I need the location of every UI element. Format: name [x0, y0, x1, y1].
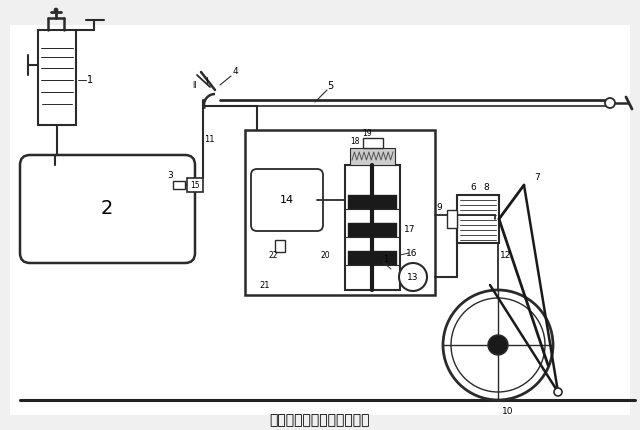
Bar: [457, 195, 499, 243]
Bar: [348, 195, 397, 209]
Text: 16: 16: [406, 249, 418, 258]
Bar: [38, 30, 76, 125]
Bar: [447, 210, 457, 228]
Bar: [350, 148, 395, 165]
Circle shape: [54, 8, 58, 12]
Circle shape: [554, 388, 562, 396]
Text: 1: 1: [87, 75, 93, 85]
FancyBboxPatch shape: [20, 155, 195, 263]
Text: 7: 7: [534, 172, 540, 181]
Circle shape: [451, 298, 545, 392]
Circle shape: [443, 290, 553, 400]
Text: 5: 5: [327, 81, 333, 91]
Circle shape: [399, 263, 427, 291]
Bar: [348, 223, 397, 237]
Text: 1: 1: [383, 255, 388, 264]
Bar: [275, 240, 285, 252]
Text: I: I: [205, 77, 207, 86]
Bar: [363, 138, 383, 148]
FancyBboxPatch shape: [251, 169, 323, 231]
Circle shape: [488, 335, 508, 355]
Text: II: II: [193, 80, 197, 89]
Text: 直通自动空气制动机原理图: 直通自动空气制动机原理图: [269, 413, 371, 427]
Bar: [187, 178, 203, 192]
Text: 3: 3: [167, 172, 173, 181]
Text: 6: 6: [470, 182, 476, 191]
Text: 21: 21: [260, 280, 270, 289]
Bar: [348, 251, 397, 265]
Bar: [345, 165, 400, 290]
Text: 13: 13: [407, 273, 419, 282]
Text: 2: 2: [101, 200, 113, 218]
Text: 17: 17: [404, 225, 416, 234]
Text: 11: 11: [204, 135, 214, 144]
Text: 10: 10: [502, 408, 514, 417]
Text: 20: 20: [320, 252, 330, 261]
Text: 18: 18: [350, 138, 360, 147]
Text: 22: 22: [268, 252, 278, 261]
Text: 9: 9: [436, 203, 442, 212]
Bar: [173, 181, 185, 189]
Text: 8: 8: [483, 182, 489, 191]
Bar: [245, 130, 435, 295]
Circle shape: [605, 98, 615, 108]
Text: 12: 12: [500, 251, 512, 259]
Text: 14: 14: [280, 195, 294, 205]
Text: 15: 15: [190, 181, 200, 190]
Text: 4: 4: [232, 68, 238, 77]
Text: 19: 19: [362, 129, 372, 138]
